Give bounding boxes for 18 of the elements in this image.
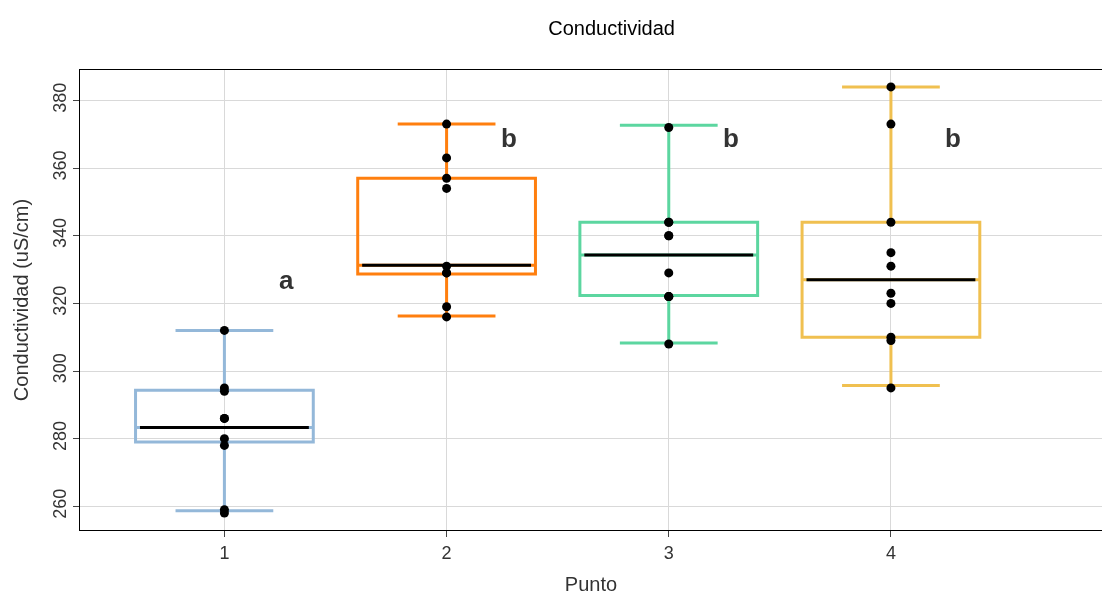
x-tick-label: 1 — [219, 542, 230, 563]
y-tick-label: 380 — [49, 82, 70, 113]
y-tick-label: 300 — [49, 353, 70, 384]
y-tick-label: 280 — [49, 420, 70, 451]
x-tick-label: 4 — [885, 542, 896, 563]
annotation: b — [501, 123, 517, 153]
annotation: b — [945, 123, 961, 153]
annotation: a — [279, 265, 294, 295]
x-axis-title: Punto — [564, 573, 618, 596]
annotation: b — [723, 123, 739, 153]
y-axis-title: Conductividad (uS/cm) — [10, 198, 33, 402]
y-tick-label: 260 — [49, 488, 70, 519]
y-tick-label: 360 — [49, 150, 70, 181]
chart-title: Conductividad — [548, 17, 675, 39]
y-tick-label: 320 — [49, 285, 70, 316]
y-tick-label: 340 — [49, 218, 70, 249]
x-tick-label: 3 — [663, 542, 674, 563]
x-tick-label: 2 — [441, 542, 452, 563]
